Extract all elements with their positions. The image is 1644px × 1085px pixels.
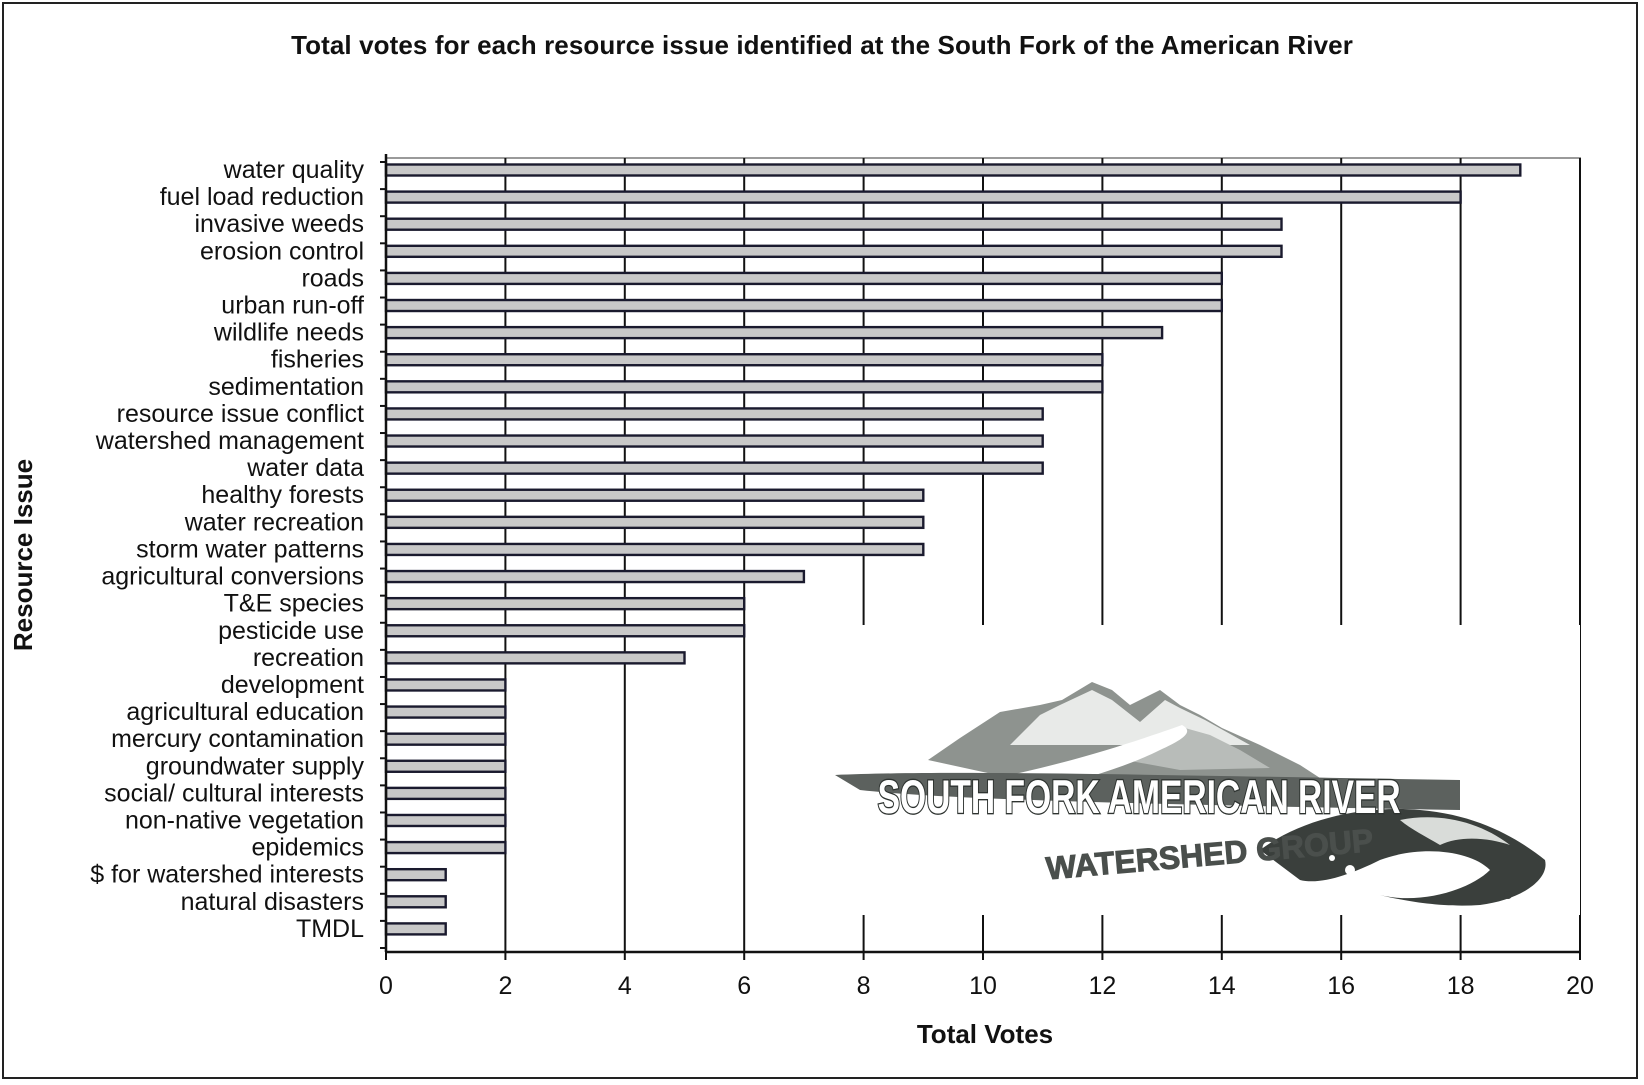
category-label: agricultural conversions <box>101 563 364 591</box>
bar <box>384 488 925 502</box>
bar <box>384 434 1044 448</box>
bar <box>384 840 507 855</box>
y-axis-title: Resource Issue <box>8 459 38 651</box>
x-tick-label: 12 <box>1088 972 1116 1000</box>
x-tick-label: 8 <box>857 972 871 1000</box>
x-axis-title: Total Votes <box>917 1019 1053 1049</box>
x-tick-label: 4 <box>618 972 632 1000</box>
category-label: TMDL <box>296 915 364 943</box>
category-label: recreation <box>253 644 364 672</box>
logo-banner <box>835 772 1460 810</box>
bar <box>384 678 507 692</box>
bar <box>384 813 507 828</box>
watershed-group-logo: SOUTH FORK AMERICAN RIVER WATERSHED GROU… <box>835 625 1580 915</box>
category-label: water quality <box>223 156 365 184</box>
category-label: groundwater supply <box>146 752 365 780</box>
category-label: roads <box>301 264 364 292</box>
x-tick-label: 16 <box>1327 972 1355 1000</box>
category-label: fisheries <box>271 346 364 374</box>
x-tick-label: 18 <box>1447 972 1475 1000</box>
bar <box>384 624 746 638</box>
bar <box>384 732 507 746</box>
x-tick-label: 2 <box>498 972 512 1000</box>
category-label: urban run-off <box>221 292 364 320</box>
x-tick-label: 10 <box>969 972 997 1000</box>
category-label: $ for watershed interests <box>90 861 364 889</box>
logo-line1: SOUTH FORK AMERICAN RIVER <box>878 771 1401 824</box>
category-label: agricultural education <box>126 698 364 726</box>
bar <box>384 542 925 557</box>
bar <box>384 190 1462 204</box>
category-label: wildlife needs <box>213 319 364 347</box>
category-label: social/ cultural interests <box>104 779 364 807</box>
bar <box>384 651 686 665</box>
bar <box>384 298 1223 313</box>
bar <box>384 515 925 530</box>
chart-title: Total votes for each resource issue iden… <box>291 30 1353 60</box>
bar <box>384 461 1044 475</box>
category-label: storm water patterns <box>136 535 364 563</box>
bar <box>384 705 507 719</box>
category-label: pesticide use <box>218 617 364 645</box>
mountain-shape <box>1125 728 1270 770</box>
bar <box>384 867 447 882</box>
bar <box>384 407 1044 421</box>
category-label: epidemics <box>251 834 364 862</box>
bar <box>384 380 1104 394</box>
bar <box>384 353 1104 367</box>
axes-layer <box>380 154 1581 960</box>
category-label: invasive weeds <box>194 210 364 238</box>
category-label: erosion control <box>200 237 364 265</box>
x-tick-label: 14 <box>1208 972 1236 1000</box>
bar <box>384 325 1164 340</box>
bar <box>384 569 806 584</box>
category-label: resource issue conflict <box>117 400 364 428</box>
bar <box>384 596 746 611</box>
bar <box>384 895 447 909</box>
bar <box>384 163 1522 177</box>
category-label: non-native vegetation <box>125 806 364 834</box>
wave-foam <box>1400 817 1510 845</box>
bar <box>384 244 1283 259</box>
category-label: sedimentation <box>208 373 364 401</box>
x-tick-label: 0 <box>379 972 393 1000</box>
x-tick-label: 20 <box>1566 972 1594 1000</box>
category-label: water recreation <box>184 508 364 536</box>
category-label: water data <box>246 454 364 482</box>
category-label: T&E species <box>224 590 364 618</box>
category-label: watershed management <box>95 427 364 455</box>
bar <box>384 217 1283 231</box>
category-label: development <box>221 671 364 699</box>
bar <box>384 759 507 773</box>
x-tick-label: 6 <box>737 972 751 1000</box>
category-label: fuel load reduction <box>160 183 364 211</box>
bar <box>384 271 1223 286</box>
bar <box>384 786 507 801</box>
bar <box>384 922 447 936</box>
category-label: healthy forests <box>201 481 364 509</box>
category-label: mercury contamination <box>111 725 364 753</box>
category-label: natural disasters <box>181 888 364 916</box>
